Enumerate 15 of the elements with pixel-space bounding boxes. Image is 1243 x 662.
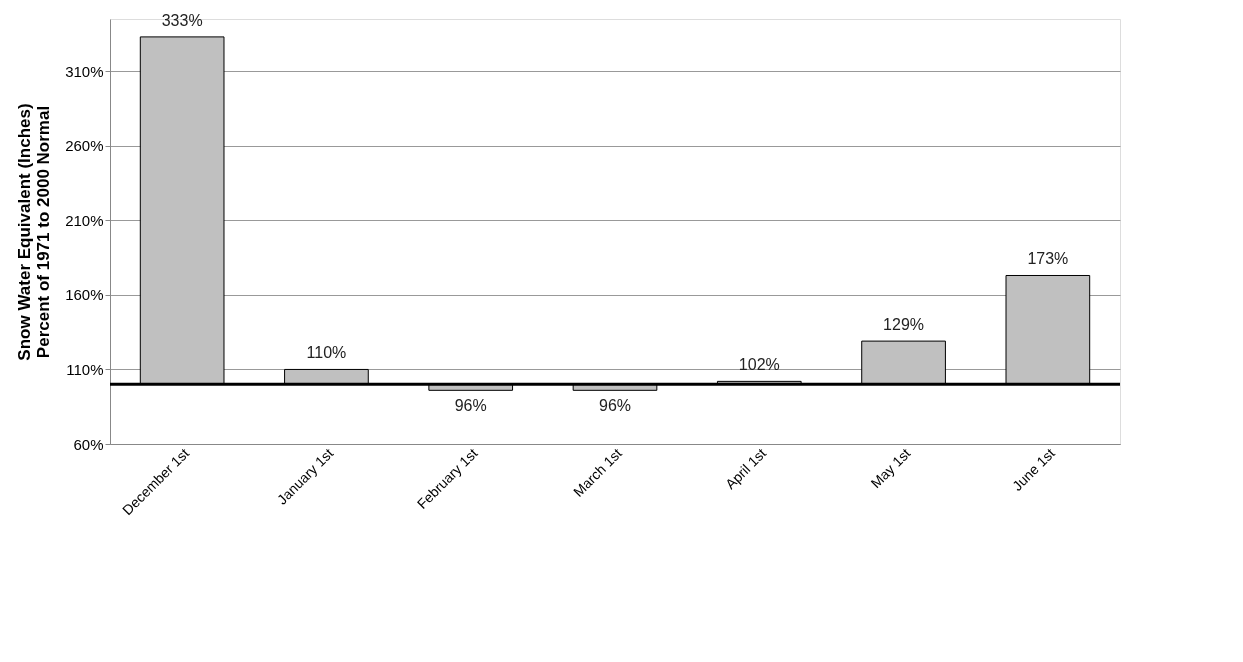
data-label: 102%	[738, 356, 780, 374]
y-tick-label: 60%	[73, 435, 104, 453]
y-tick-label: 210%	[65, 211, 104, 229]
data-label: 110%	[306, 344, 347, 362]
data-label: 173%	[1027, 250, 1069, 268]
data-label: 96%	[454, 397, 487, 415]
y-tick-label: 310%	[65, 62, 104, 80]
y-tick-label: 160%	[65, 286, 104, 304]
y-axis-title: Snow Water Equivalent (Inches) Percent of 1971 to 2000 Normal	[15, 103, 54, 361]
data-label: 129%	[883, 316, 925, 334]
y-tick-label: 110%	[66, 360, 104, 378]
x-tick-label: May 1st	[867, 445, 914, 492]
data-label: 333%	[161, 11, 203, 29]
data-label: 96%	[598, 397, 632, 415]
y-tick-label: 260%	[65, 137, 104, 155]
